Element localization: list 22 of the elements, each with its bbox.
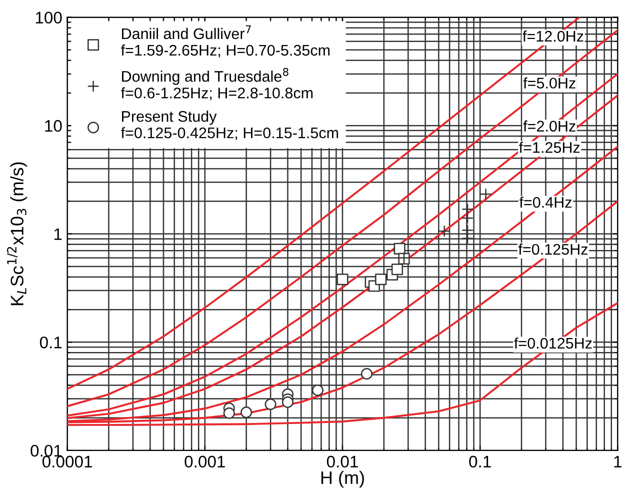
annotation: f=0.125Hz — [518, 244, 588, 255]
y-tick-label: 1 — [54, 228, 62, 240]
y-tick-label: 100 — [36, 12, 62, 24]
annotation: f=12.0Hz — [522, 30, 584, 42]
x-tick-label: 0.001 — [184, 456, 225, 468]
annotation: f=1.25Hz — [519, 142, 580, 153]
y-axis-title: K$_{L}$Sc$^{1/2}$x10$_{3}$ (m/s) — [7, 162, 28, 306]
legend-label: Daniil and Gulliver$^{7}$ f=1.59-2.65Hz; H=0.70-5.35cm — [120, 25, 330, 58]
annotation: f=5.0Hz — [523, 77, 576, 89]
y-tick-label: 0.01 — [30, 444, 62, 457]
y-tick-label: 0.1 — [40, 336, 62, 348]
annotation: f=2.0Hz — [523, 120, 576, 132]
legend-label: Downing and Truesdale$^{8}$ f=0.6-1.25Hz; H=2.8-10.8cm — [120, 68, 313, 100]
annotation: f=0.0125Hz — [514, 337, 592, 349]
x-tick-label: 1 — [614, 456, 622, 468]
x-tick-label: 0.1 — [469, 456, 491, 468]
x-axis-title: H (m) — [321, 470, 364, 488]
annotation: f=0.4Hz — [519, 196, 572, 208]
x-tick-label: 0.01 — [326, 456, 358, 468]
legend-label: Present Study f=0.125-0.425Hz; H=0.15-1.5cm — [120, 110, 338, 140]
y-tick-label: 10 — [45, 120, 62, 132]
x-tick-label: 0.0001 — [42, 456, 92, 468]
